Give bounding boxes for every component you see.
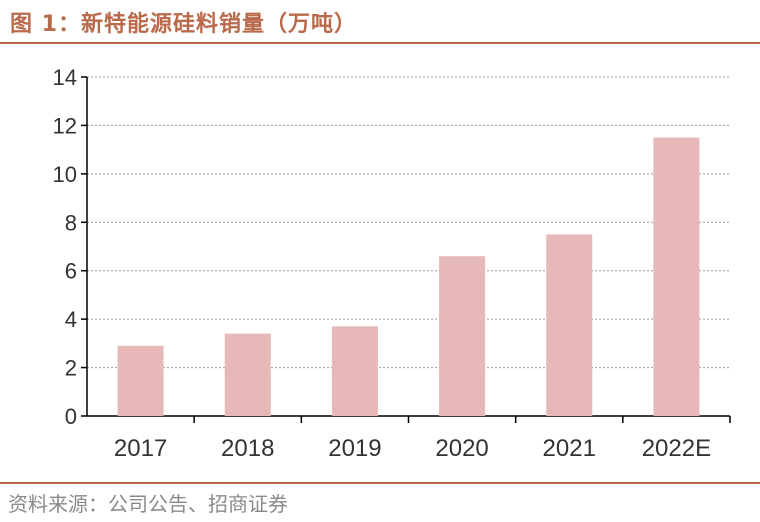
source-note: 资料来源：公司公告、招商证券 (8, 492, 288, 516)
x-tick-label: 2022E (642, 435, 711, 462)
source-divider (0, 482, 760, 484)
bar-2019 (331, 326, 378, 416)
x-tick-label: 2017 (114, 435, 167, 462)
y-tick-label: 8 (65, 210, 77, 235)
bar-2021 (546, 234, 593, 416)
bar-chart: 0 2 4 6 8 10 12 14 2017 2018 2019 2020 2021 2022E (53, 65, 731, 462)
bar-2018 (224, 333, 271, 416)
y-tick-label: 12 (53, 113, 77, 138)
x-tick-label: 2020 (435, 435, 488, 462)
bar-2017 (117, 345, 164, 416)
y-tick-label: 2 (65, 356, 77, 381)
y-tick-label: 0 (65, 404, 77, 429)
y-tick-label: 6 (65, 259, 77, 284)
bar-2020 (439, 256, 486, 416)
y-tick-label: 14 (53, 65, 77, 90)
bar-2022e (653, 137, 700, 416)
y-tick-label: 10 (53, 162, 77, 187)
title-divider (0, 42, 760, 44)
y-tick-label: 4 (65, 307, 77, 332)
x-tick-label: 2019 (328, 435, 381, 462)
figure-title: 图 1：新特能源硅料销量（万吨） (10, 12, 357, 37)
x-tick-label: 2018 (221, 435, 274, 462)
x-tick-label: 2021 (543, 435, 596, 462)
